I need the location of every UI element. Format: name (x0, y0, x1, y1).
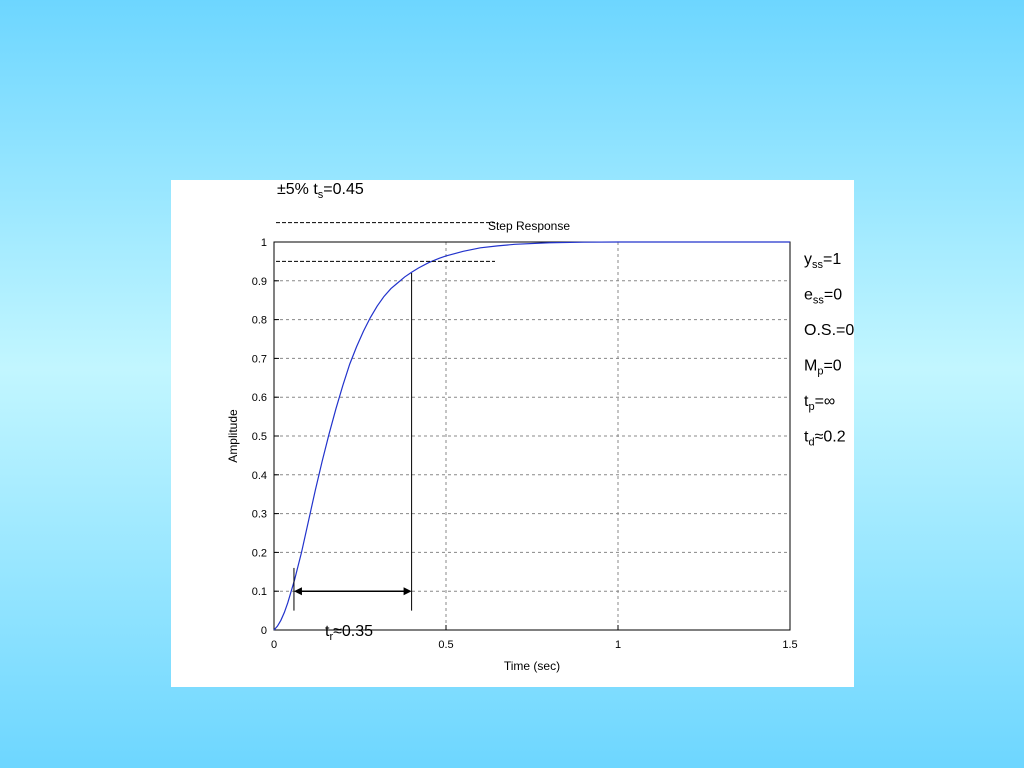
y-tick-label: 0 (261, 625, 267, 637)
annotations: ±5% ts=0.45 tr≈0.35 yss=1 ess=0 O.S.=0 Mp=0 tp… (276, 181, 854, 643)
settling-time-label: ±5% ts=0.45 (277, 181, 364, 201)
spec-label: Mp=0 (804, 358, 842, 378)
step-response-line (273, 241, 790, 631)
step-response-chart: 0 0.1 0.2 0.3 0.4 0.5 0.6 0.7 0.8 0.9 1 0 0.5 1 1.5 St… (226, 181, 854, 673)
spec-label: yss=1 (804, 251, 841, 271)
y-tick-label: 0.2 (252, 547, 267, 559)
spec-label: O.S.=0 (804, 322, 854, 339)
y-tick-label: 0.9 (252, 276, 267, 288)
y-tick-label: 0.7 (252, 353, 267, 365)
y-tick-label: 0.1 (252, 586, 267, 598)
axis-ticks: 0 0.1 0.2 0.3 0.4 0.5 0.6 0.7 0.8 0.9 1 0 0.5 1 1.5 (252, 237, 798, 651)
rise-time-label: tr≈0.35 (325, 623, 373, 643)
y-tick-label: 0.8 (252, 315, 267, 327)
y-tick-label: 0.4 (252, 470, 267, 482)
y-tick-label: 0.5 (252, 431, 267, 443)
arrow-head-right (403, 587, 412, 596)
y-tick-label: 0.3 (252, 509, 267, 521)
y-axis-label: Amplitude (226, 409, 240, 463)
x-tick-label: 0 (271, 639, 277, 651)
y-tick-label: 1 (261, 237, 267, 249)
x-tick-label: 0.5 (438, 639, 453, 651)
x-axis-label: Time (sec) (504, 659, 560, 673)
spec-label: td≈0.2 (804, 429, 846, 449)
chart-title: Step Response (488, 219, 570, 233)
chart-figure: 0 0.1 0.2 0.3 0.4 0.5 0.6 0.7 0.8 0.9 1 0 0.5 1 1.5 St… (171, 180, 854, 687)
x-tick-label: 1 (615, 639, 621, 651)
spec-label: tp=∞ (804, 393, 835, 413)
spec-label: ess=0 (804, 287, 842, 307)
arrow-head-left (293, 587, 302, 596)
grid-lines (274, 242, 790, 630)
y-tick-label: 0.6 (252, 392, 267, 404)
x-tick-label: 1.5 (782, 639, 797, 651)
